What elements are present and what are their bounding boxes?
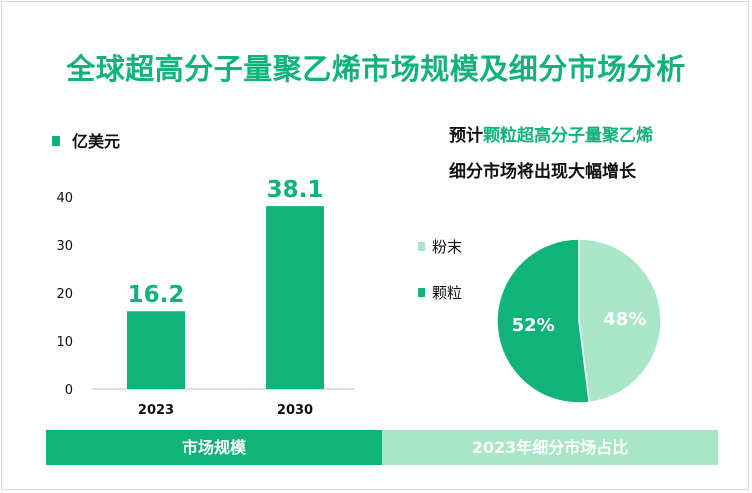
pie-slice-0 — [578, 238, 662, 404]
x-tick-label: 2030 — [277, 403, 313, 418]
pie-legend-item-powder: 粉末 — [418, 236, 462, 257]
pie-legend-swatch-granule — [418, 288, 425, 297]
y-tick-label: 0 — [65, 383, 73, 398]
x-tick-label: 2023 — [138, 403, 174, 418]
chart-title: 全球超高分子量聚乙烯市场规模及细分市场分析 — [66, 52, 686, 86]
pie-legend-swatch-powder — [418, 242, 425, 251]
pie-title-prefix: 预计 — [449, 126, 483, 146]
pie-legend-item-granule: 颗粒 — [418, 282, 462, 303]
footer-right-label: 2023年细分市场占比 — [382, 430, 718, 465]
pie-title-line2: 细分市场将出现大幅增长 — [449, 162, 636, 182]
y-tick-label: 20 — [56, 287, 73, 302]
pie-slice-1 — [496, 238, 591, 404]
pie-title-highlight: 颗粒超高分子量聚乙烯 — [483, 126, 653, 146]
pie-value-label: 48% — [603, 309, 646, 330]
y-tick-label: 30 — [56, 239, 73, 254]
bar-legend-label: 亿美元 — [72, 132, 121, 151]
bar-legend: 亿美元 — [52, 128, 120, 152]
pie-legend-label-powder: 粉末 — [432, 238, 463, 256]
bar-2030 — [266, 206, 324, 389]
y-tick-label: 10 — [56, 335, 73, 350]
bar-2023 — [127, 311, 185, 389]
bar-value-label: 38.1 — [267, 177, 324, 203]
bar-legend-swatch — [52, 135, 60, 146]
pie-value-label: 52% — [512, 315, 555, 336]
y-tick-label: 40 — [56, 191, 73, 206]
pie-legend-label-granule: 颗粒 — [432, 284, 463, 302]
pie-title-line1: 预计颗粒超高分子量聚乙烯 — [449, 118, 719, 154]
bar-value-label: 16.2 — [128, 282, 185, 308]
footer-left-label: 市场规模 — [46, 430, 382, 465]
